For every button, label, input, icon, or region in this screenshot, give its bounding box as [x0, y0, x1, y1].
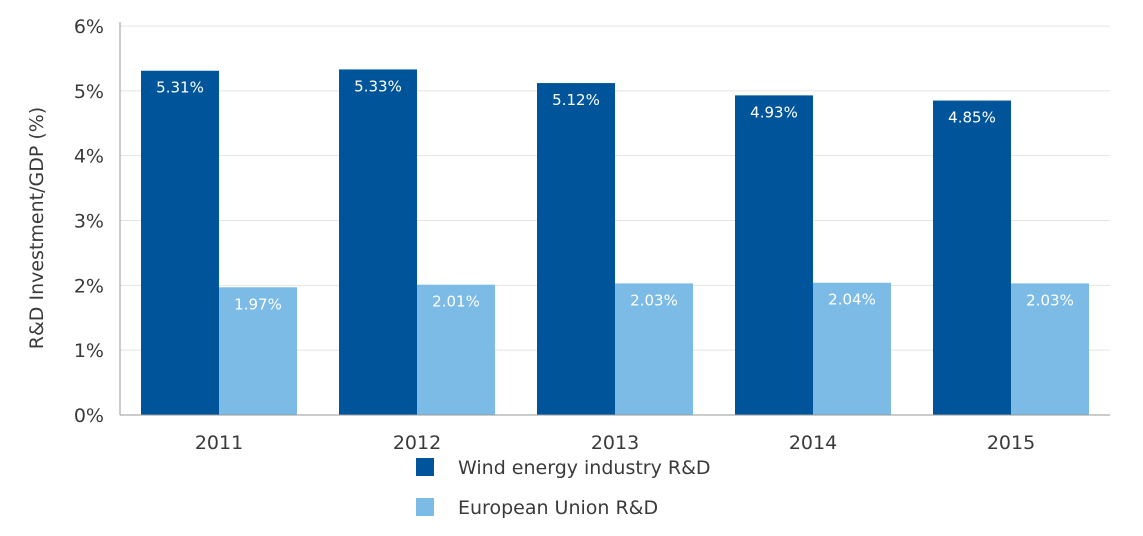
bar: [813, 282, 891, 415]
x-tick-label: 2013: [591, 432, 639, 454]
bar: [339, 69, 417, 416]
legend-label: European Union R&D: [458, 497, 658, 519]
data-label: 5.12%: [552, 91, 600, 109]
bar: [219, 287, 297, 415]
legend-swatch: [416, 498, 434, 516]
legend: Wind energy industry R&D European Union R…: [416, 457, 711, 519]
x-tick-label: 2012: [393, 432, 441, 454]
y-axis-ticks: 0% 1% 2% 3% 4% 5% 6%: [74, 16, 104, 427]
legend-swatch: [416, 458, 434, 476]
y-tick-label: 1%: [74, 340, 104, 362]
bars: 5.31% 1.97% 5.33% 2.01% 5.12% 2.03% 4.93% 2.04%…: [141, 69, 1089, 416]
data-label: 4.85%: [948, 109, 996, 127]
data-label: 4.93%: [750, 103, 798, 121]
data-label: 5.33%: [354, 77, 402, 95]
data-label: 1.97%: [234, 295, 282, 313]
x-axis-ticks: 2011 2012 2013 2014 2015: [195, 432, 1035, 454]
legend-label: Wind energy industry R&D: [458, 457, 711, 479]
y-axis-title: R&D Investment/GDP (%): [26, 107, 48, 349]
x-tick-label: 2011: [195, 432, 243, 454]
y-tick-label: 0%: [74, 405, 104, 427]
data-label: 2.03%: [1026, 291, 1074, 309]
bar: [141, 70, 219, 416]
bar: [933, 100, 1011, 415]
bar: [615, 283, 693, 415]
data-label: 2.04%: [828, 291, 876, 309]
bar: [537, 83, 615, 415]
y-tick-label: 5%: [74, 81, 104, 103]
bar: [417, 284, 495, 415]
y-tick-label: 3%: [74, 211, 104, 233]
data-label: 2.03%: [630, 291, 678, 309]
x-tick-label: 2014: [789, 432, 837, 454]
data-label: 2.01%: [432, 293, 480, 311]
x-tick-label: 2015: [987, 432, 1035, 454]
y-tick-label: 2%: [74, 275, 104, 297]
bar: [735, 95, 813, 415]
data-label: 5.31%: [156, 79, 204, 97]
y-tick-label: 4%: [74, 146, 104, 168]
bar: [1011, 283, 1089, 415]
y-tick-label: 6%: [74, 16, 104, 38]
